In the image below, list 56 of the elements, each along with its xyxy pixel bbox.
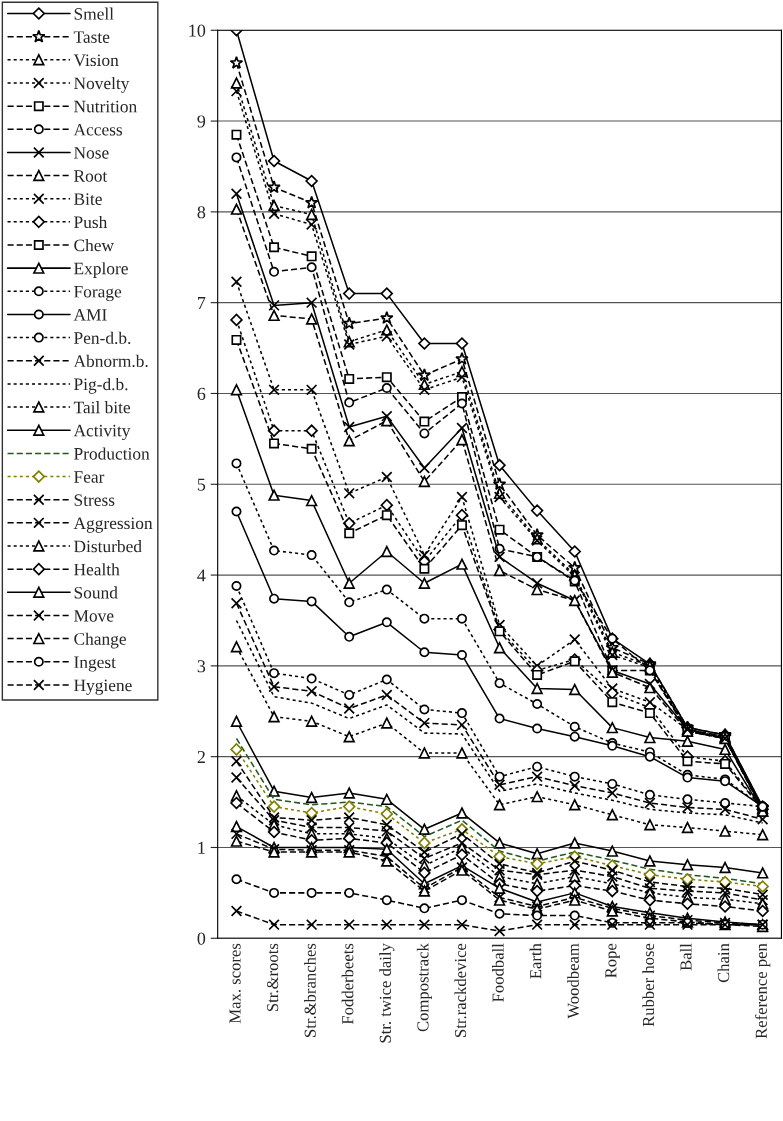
x-tick-label: Str.&roots [266,943,279,1012]
legend-label: Health [74,563,120,576]
legend-label: Access [73,123,123,136]
y-tick-label: 10 [189,24,206,37]
legend-label: Forage [74,285,122,302]
y-tick-label: 2 [197,750,205,763]
legend-label: Nutrition [74,100,137,113]
legend-label: Move [74,610,114,622]
legend-label: Change [74,632,126,649]
legend-label: Hygiene [74,679,132,695]
legend-label: Ingest [74,656,116,672]
legend-label: Tail bite [73,401,131,414]
x-tick-label: Rubber hose [642,943,655,1027]
x-tick-label: Max. scores [229,943,241,1024]
x-tick-label: Fodderbeets [341,943,354,1025]
legend-label: Pig-d.b. [74,377,128,394]
y-tick-label: 0 [197,932,206,945]
legend-label: AMI [73,309,107,321]
x-tick-label: Foodball [492,943,504,1002]
x-tick-label: Reference pen [755,943,771,1039]
legend-label: Push [74,215,108,229]
legend-label: Abnorm.b. [73,354,148,368]
x-tick-label: Ball [679,943,692,971]
legend-label: Production [74,447,150,460]
y-tick-label: 8 [197,206,206,219]
y-tick-label: 1 [198,841,205,854]
x-tick-label: Str. twice daily [379,943,395,1043]
legend-label: Chew [74,239,114,252]
legend-label: Sound [74,586,118,599]
y-tick-label: 9 [197,115,206,128]
legend-label: Stress [74,494,115,506]
x-tick-label: Str.&branches [304,943,316,1037]
legend-label: Bite [74,193,102,205]
y-tick-label: 7 [198,297,206,309]
legend-label: Aggression [73,517,153,533]
legend-label: Taste [73,31,110,43]
y-tick-label: 5 [197,478,206,491]
legend-label: Fear [74,471,105,483]
y-tick-label: 3 [197,660,206,673]
y-tick-label: 4 [197,569,206,582]
x-tick-label: Woodbeam [567,943,579,1019]
legend-label: Explore [74,262,128,278]
x-tick-label: Rope [605,943,620,978]
y-tick-label: 6 [197,387,206,400]
legend-label: Pen-d.b. [74,331,131,344]
legend-label: Disturbed [74,540,142,553]
legend-label: Nose [74,147,109,159]
legend-label: Root [74,170,108,182]
x-tick-label: Earth [529,943,542,979]
x-tick-label: Chain [717,943,730,983]
legend-label: Smell [74,7,114,20]
legend-label: Activity [73,424,131,441]
x-tick-label: Compostrack [416,943,432,1032]
x-tick-label: Str.rackdevice [454,943,467,1037]
legend-label: Vision [73,54,119,67]
legend-label: Novelty [74,76,130,93]
